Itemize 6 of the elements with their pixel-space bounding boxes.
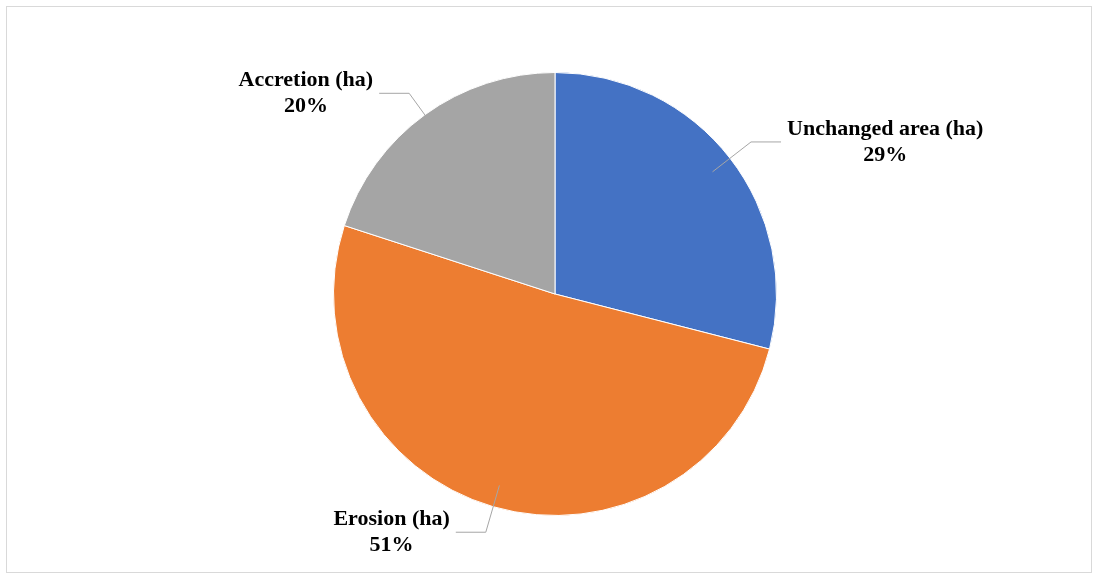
- slice-label: Unchanged area (ha): [787, 114, 984, 140]
- slice-label: Accretion (ha): [238, 65, 374, 91]
- data-label: 29%: [863, 140, 908, 166]
- data-label: 20%: [283, 91, 328, 117]
- data-label: 51%: [369, 530, 414, 556]
- slice-label: Erosion (ha): [333, 504, 450, 530]
